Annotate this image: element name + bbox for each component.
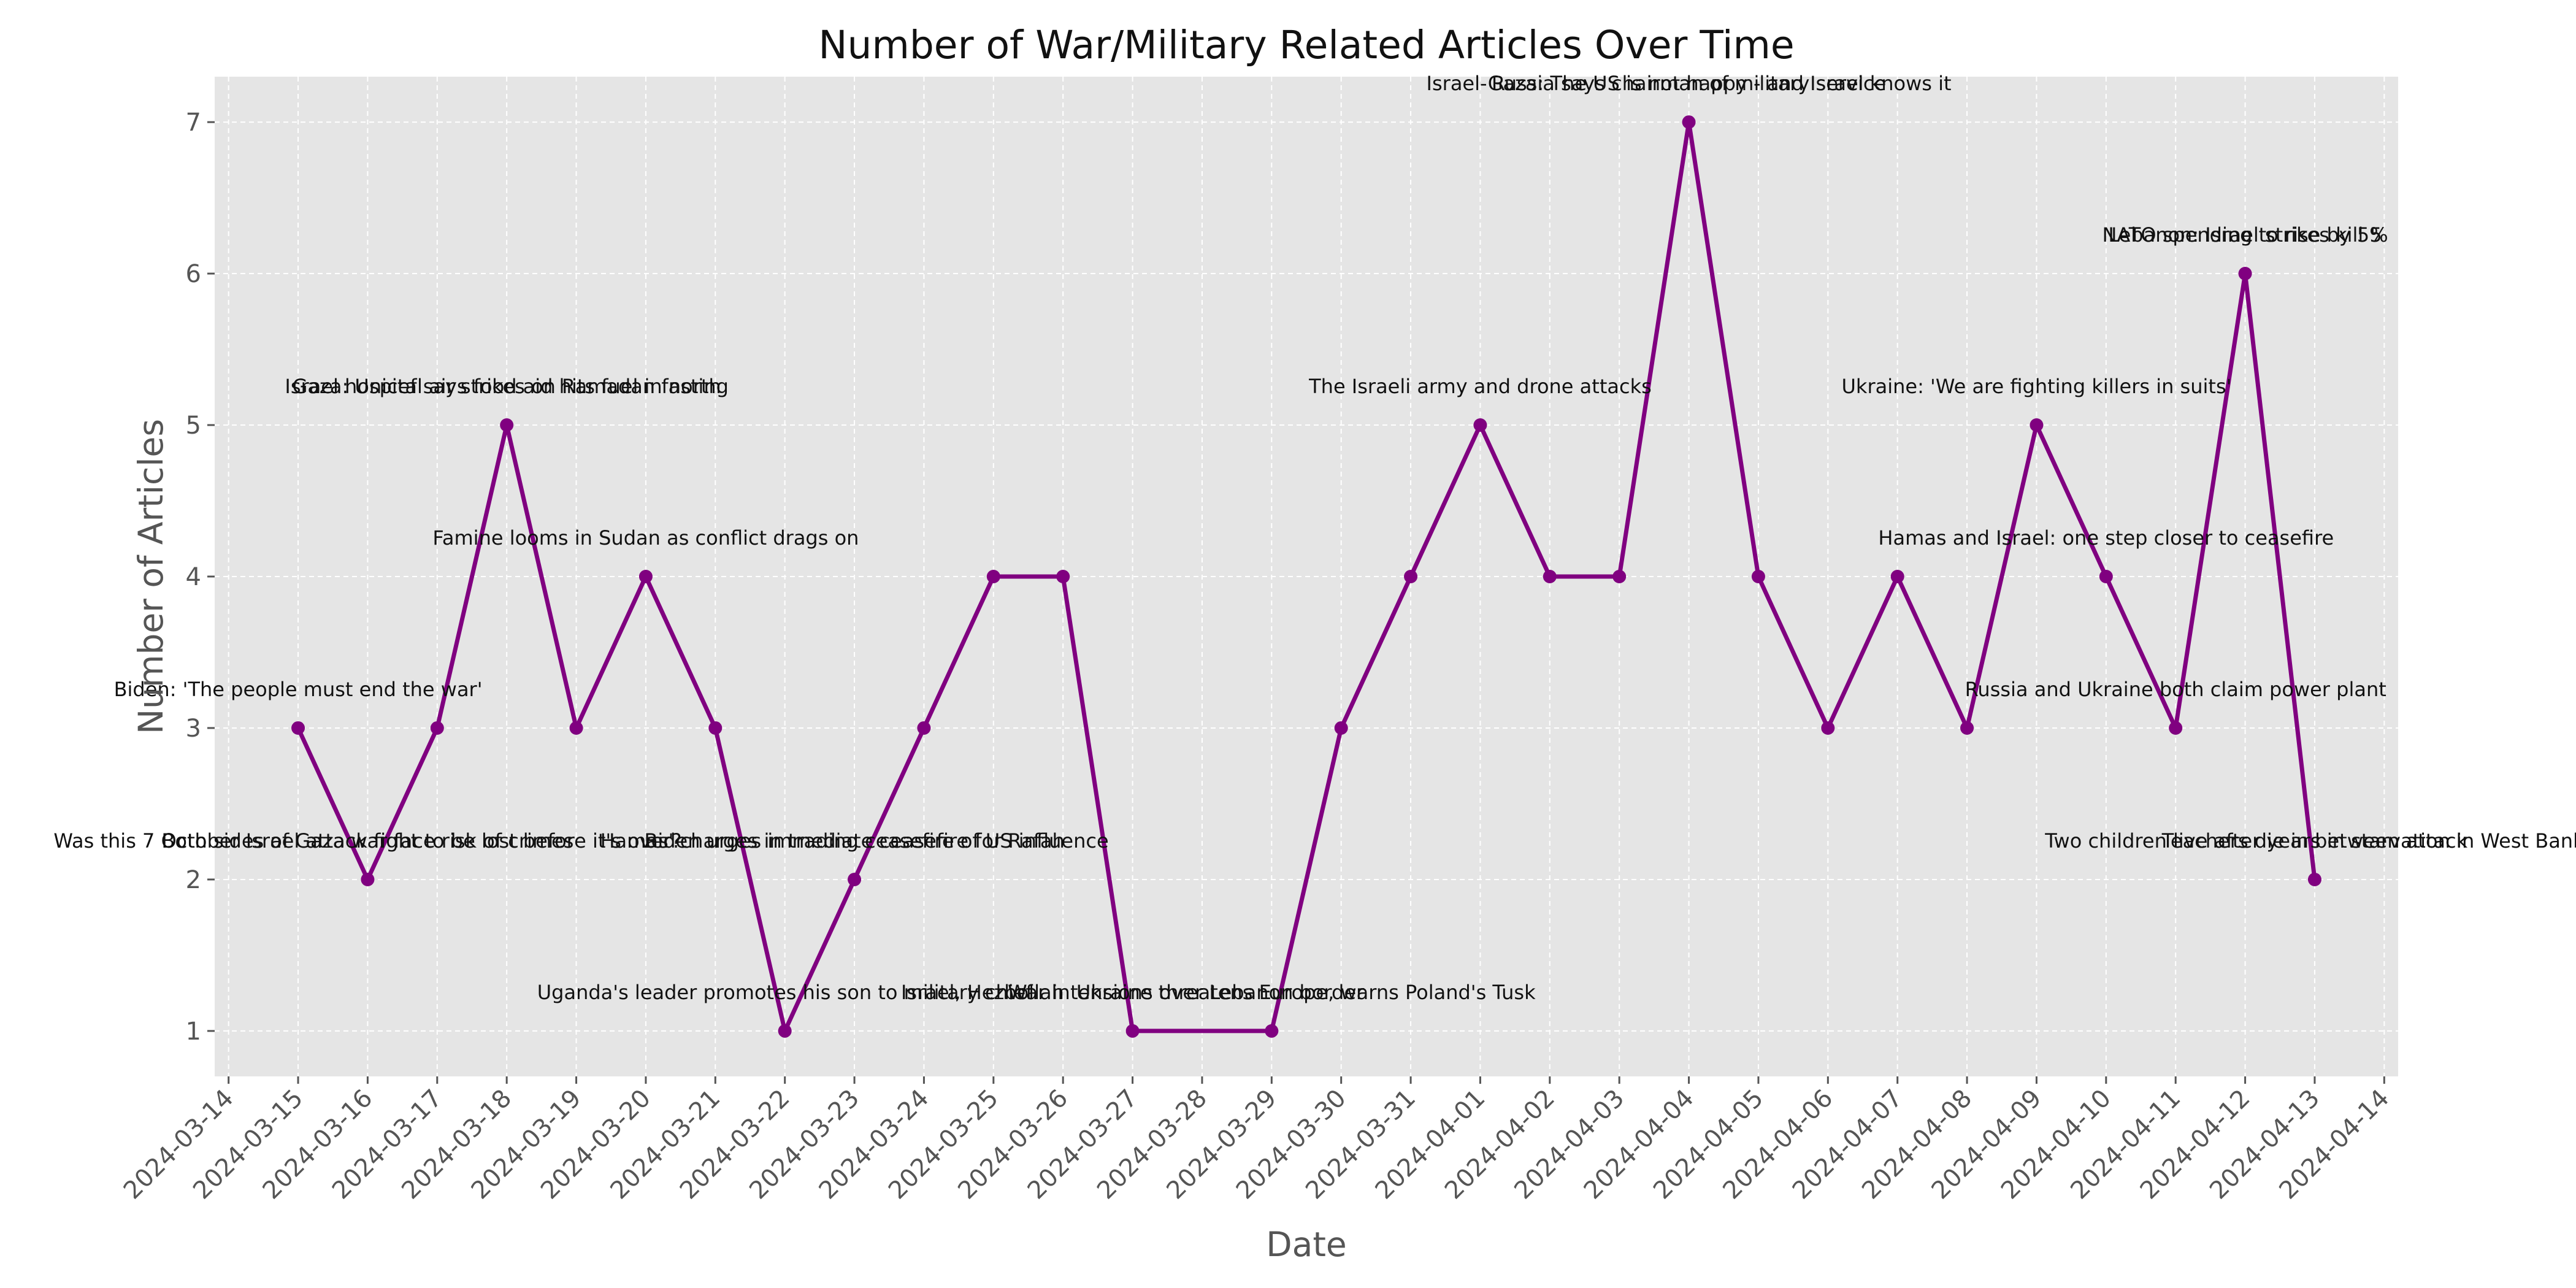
y-tick-label: 1 [186,1018,201,1046]
data-point [430,721,444,735]
data-point [2099,570,2113,583]
series-markers [291,115,2321,1038]
data-point [1543,570,1557,583]
annotation-text: Israel-Gaza: The US is not happy - and I… [1427,72,1952,95]
annotation-text: Israel, Hezbollah tensions over Lebanon … [901,981,1365,1004]
annotation-text: Teachers die in between attack [2161,829,2468,853]
annotation-text: Gaza: Unicef says food aid hits fuel in … [293,375,721,398]
y-tick-label: 5 [186,412,201,440]
data-point [361,872,375,886]
data-point [1473,418,1487,432]
x-axis-label: Date [1266,1225,1346,1264]
data-point [1612,570,1627,583]
y-axis-label: Number of Articles [131,419,171,734]
data-point [1960,721,1974,735]
data-point [1751,570,1765,583]
data-point [1265,1024,1279,1038]
data-point [2307,872,2321,886]
annotation-text: Biden: 'The people must end the war' [114,678,483,701]
annotation-text: Both sides of Gaza war face risk of crim… [161,829,573,853]
annotation-text: Was this 7 October Israel attack fight t… [53,829,681,853]
annotation-text: Israel hospital air strikes on Ramadan f… [285,375,729,398]
data-point [1404,570,1418,583]
annotation-text: Russia says chairman of military service [1492,72,1886,95]
grid [215,77,2398,1076]
data-point [2030,418,2044,432]
data-point [291,721,305,735]
annotation-text: Hamas and Israel: one step closer to cea… [1878,526,2334,550]
data-point [1125,1024,1140,1038]
data-point [986,570,1000,583]
annotation-text: Hamas' charges in trading ceasefire of U… [600,829,1108,853]
data-point [2169,721,2183,735]
data-point [1682,115,1696,129]
data-point [848,872,862,886]
data-point [638,570,653,583]
data-point [1056,570,1070,583]
annotation-text: The Israeli army and drone attacks [1308,375,1652,398]
y-tick-label: 4 [186,563,201,591]
chart-title: Number of War/Military Related Articles … [818,23,1794,67]
y-tick-label: 6 [186,260,201,288]
annotation-text: NATO spending to rise by 5% [2102,223,2388,247]
data-point [2238,267,2252,281]
data-point [1890,570,1904,583]
annotation-text: Biden urges immediate ceasefire for Rafa… [644,829,1064,853]
y-tick-label: 7 [186,109,201,137]
data-point [1821,721,1835,735]
annotation-text: Two children live after years in starvat… [2044,829,2576,853]
data-point [500,418,514,432]
data-point [1334,721,1348,735]
y-tick-label: 2 [186,866,201,894]
annotation-text: War in Ukraine threatens Europe, warns P… [1008,981,1536,1004]
data-point [569,721,583,735]
data-point [917,721,931,735]
y-tick-label: 3 [186,715,201,743]
annotation-text: Famine looms in Sudan as conflict drags … [432,526,859,550]
data-point [708,721,723,735]
annotation-text: Ukraine: 'We are fighting killers in sui… [1841,375,2231,398]
annotations: Was this 7 October Israel attack fight t… [53,72,2576,1004]
data-point [778,1024,792,1038]
y-axis: 1 2 3 4 5 6 7 [186,109,215,1046]
annotation-text: Uganda's leader promotes his son to mili… [537,981,1033,1004]
annotation-text: Lebanon: Israel strikes kill 5 [2108,223,2382,247]
annotation-text: Russia and Ukraine both claim power plan… [1965,678,2386,701]
